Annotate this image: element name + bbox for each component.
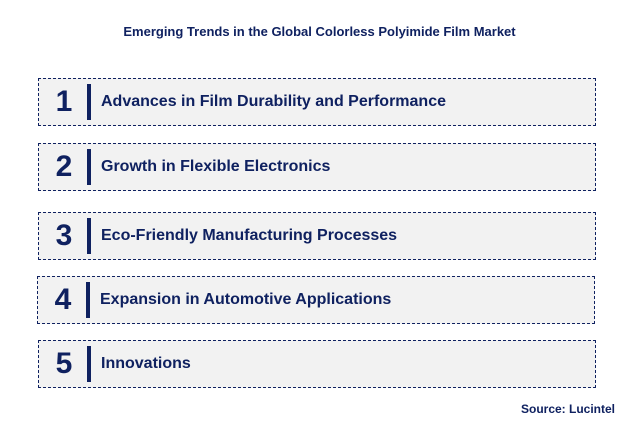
trend-item-1: 1 Advances in Film Durability and Perfor… — [38, 78, 596, 126]
trend-number: 4 — [54, 283, 72, 316]
trend-label: Innovations — [101, 355, 191, 372]
divider-bar — [87, 149, 91, 185]
trend-number: 2 — [55, 150, 73, 183]
trend-label: Advances in Film Durability and Performa… — [101, 93, 446, 110]
trend-label: Eco-Friendly Manufacturing Processes — [101, 227, 398, 244]
divider-bar — [87, 84, 91, 120]
trend-label: Growth in Flexible Electronics — [101, 158, 331, 175]
trend-item-5: 5 Innovations — [38, 340, 596, 388]
divider-bar — [87, 218, 91, 254]
source-credit: Source: Lucintel — [520, 402, 615, 416]
trend-item-2: 2 Growth in Flexible Electronics — [38, 143, 596, 191]
trend-number: 1 — [55, 85, 73, 118]
trend-number: 3 — [55, 219, 73, 252]
trend-label: Expansion in Automotive Applications — [100, 291, 392, 308]
divider-bar — [87, 346, 91, 382]
trend-item-3: 3 Eco-Friendly Manufacturing Processes — [38, 212, 596, 260]
divider-bar — [86, 282, 90, 318]
diagram-title: Emerging Trends in the Global Colorless … — [123, 24, 516, 39]
trend-number: 5 — [55, 347, 73, 380]
trend-item-4: 4 Expansion in Automotive Applications — [37, 276, 595, 324]
